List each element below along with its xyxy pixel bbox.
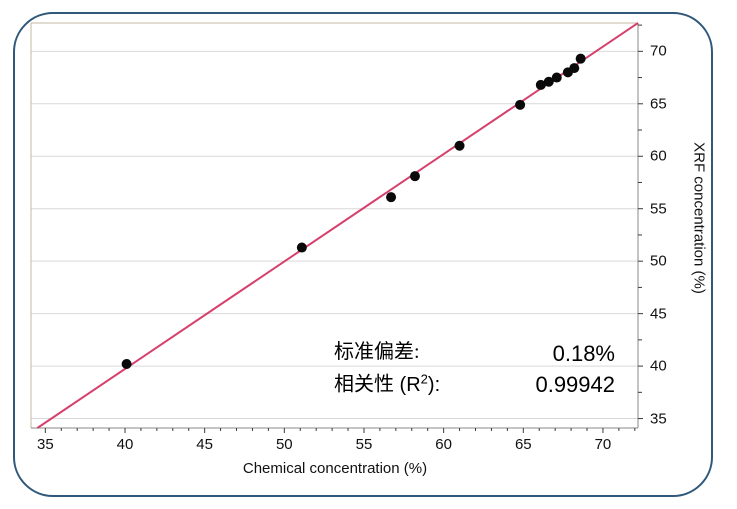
y-tick-label: 70 xyxy=(650,42,667,60)
data-point xyxy=(543,76,554,87)
data-point xyxy=(454,140,465,151)
y-tick-label: 60 xyxy=(650,147,667,165)
x-tick-label: 60 xyxy=(435,436,452,453)
x-tick-label: 70 xyxy=(594,436,612,453)
correlation-label-cjk: 相关性 xyxy=(334,373,394,396)
stddev-value: 0.18% xyxy=(552,341,615,366)
y-axis-title: XRF concentration (%) xyxy=(690,142,708,294)
regression-line xyxy=(36,22,639,429)
x-tick-label: 35 xyxy=(36,436,54,453)
y-tick-label: 50 xyxy=(650,252,667,270)
correlation-label: 相关性 (R2): xyxy=(334,371,441,396)
data-point xyxy=(569,63,580,74)
data-point xyxy=(575,53,586,64)
y-tick-label: 55 xyxy=(650,200,667,218)
chart-frame xyxy=(13,12,713,497)
x-tick-label: 50 xyxy=(275,436,293,453)
stddev-label: 标准偏差: xyxy=(334,341,420,363)
y-tick-label: 40 xyxy=(650,357,667,375)
data-point xyxy=(409,171,420,182)
data-point xyxy=(535,79,546,90)
y-tick-label: 65 xyxy=(650,95,667,113)
x-tick-label: 65 xyxy=(514,436,532,453)
correlation-label-latin: (R2): xyxy=(394,371,441,396)
x-tick-label: 55 xyxy=(355,436,373,453)
correlation-value: 0.99942 xyxy=(535,372,615,397)
y-tick-label: 45 xyxy=(650,305,667,323)
superscript-2: 2 xyxy=(420,371,428,386)
data-point xyxy=(296,242,307,253)
x-tick-label: 40 xyxy=(116,436,134,453)
data-point xyxy=(386,192,397,203)
data-point xyxy=(515,99,526,110)
x-axis-title: Chemical concentration (%) xyxy=(242,460,428,477)
y-tick-label: 35 xyxy=(650,410,667,428)
data-point xyxy=(121,358,132,369)
data-point xyxy=(551,72,562,83)
x-tick-label: 45 xyxy=(196,436,213,453)
